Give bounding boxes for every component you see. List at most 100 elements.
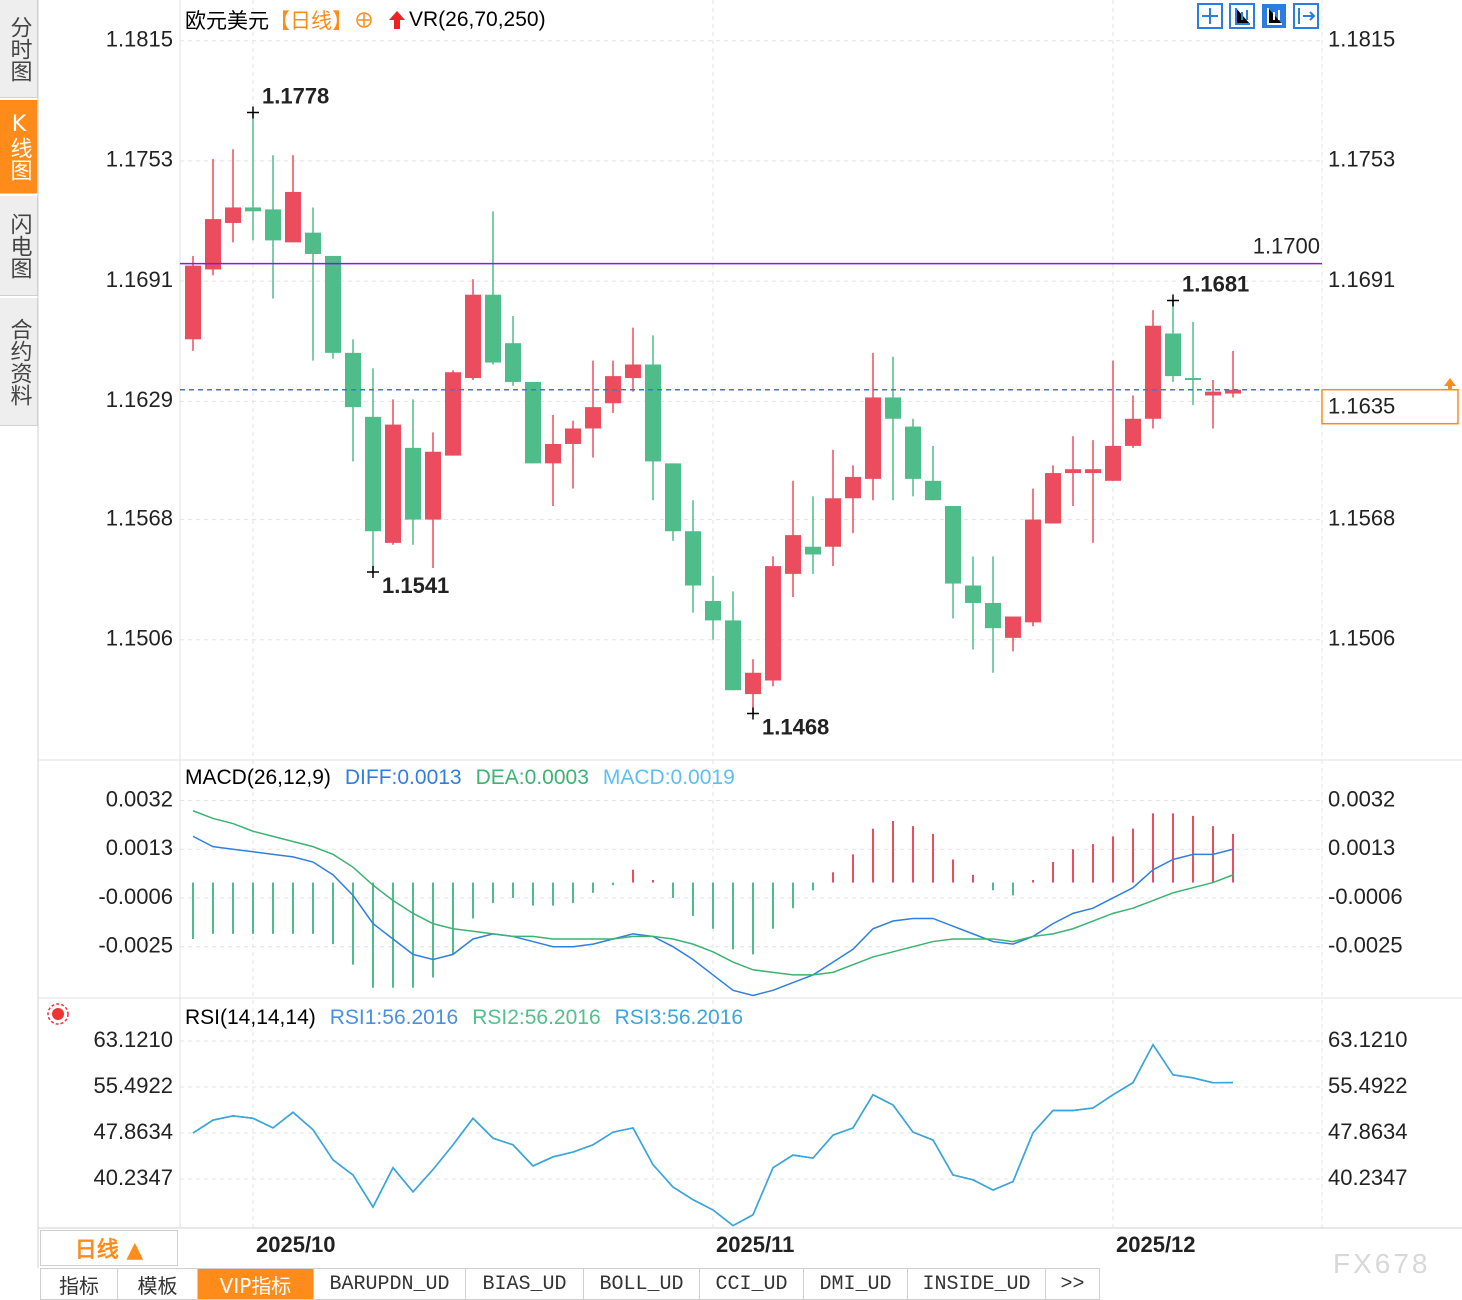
candle-body — [225, 207, 241, 223]
series-line — [192, 1043, 1234, 1227]
candle-body — [405, 447, 421, 520]
rsi-header: RSI(14,14,14) RSI1:56.2016 RSI2:56.2016 RS… — [185, 1006, 743, 1030]
x-tick-label: 2025/12 — [1116, 1232, 1196, 1257]
y-tick-label-right: 1.1691 — [1328, 267, 1395, 292]
legend-entry: RSI3:56.2016 — [614, 1006, 744, 1029]
period[interactable]: 【日线】 — [269, 10, 353, 33]
y-tick-label-right: 1.1815 — [1328, 27, 1395, 52]
candle-body — [665, 463, 681, 532]
sidebar-tab[interactable]: 闪电图 — [0, 196, 38, 296]
tool-icon-glyph — [1202, 8, 1218, 24]
extreme-label: 1.1681 — [1182, 271, 1249, 296]
candle-body — [1205, 391, 1221, 396]
y-tick-label: -0.0006 — [98, 884, 173, 909]
y-tick-label: 1.1815 — [106, 27, 173, 52]
symbol: 欧元美元 — [185, 10, 269, 33]
candle-body — [905, 426, 921, 479]
macd-header: MACD(26,12,9) DIFF:0.0013 DEA:0.0003 MACD:… — [185, 766, 735, 790]
legend-entry: DEA:0.0003 — [475, 766, 589, 789]
candle-body — [1005, 616, 1021, 638]
candle-body — [285, 191, 301, 243]
candle-body — [465, 294, 481, 379]
x-tick-label: 2025/10 — [256, 1232, 336, 1257]
tool-icon[interactable] — [1293, 3, 1319, 29]
tool-icon-glyph — [1267, 8, 1282, 25]
y-tick-label: 1.1506 — [106, 626, 173, 651]
candle-body — [525, 381, 541, 464]
series-line — [192, 1043, 1234, 1227]
settings-icon-core — [52, 1008, 64, 1020]
candle-body — [1125, 418, 1141, 446]
tab[interactable]: DMI_UD — [804, 1268, 908, 1300]
price-header: 欧元美元 【日线】 VR(26,70,250) — [185, 5, 546, 35]
sidebar-tab[interactable]: 分时图 — [0, 0, 38, 98]
indicator[interactable]: VR(26,70,250) — [409, 8, 546, 31]
y-tick-label: 1.1691 — [106, 267, 173, 292]
tool-icon[interactable] — [1229, 3, 1255, 29]
y-tick-label-right: 1.1568 — [1328, 505, 1395, 530]
candle-body — [245, 207, 261, 212]
extreme-label: 1.1541 — [382, 573, 449, 598]
extreme-marker — [1167, 294, 1179, 307]
sidebar-tab[interactable]: 合约资料 — [0, 298, 38, 426]
legend-entry: RSI1:56.2016 — [329, 1006, 459, 1029]
tab[interactable]: BOLL_UD — [584, 1268, 700, 1300]
tab[interactable]: CCI_UD — [700, 1268, 804, 1300]
tool-icon[interactable] — [1197, 3, 1223, 29]
extreme-marker — [747, 707, 759, 720]
last-price-box — [1321, 388, 1459, 425]
candle-body — [925, 480, 941, 501]
sidebar-tab[interactable]: K线图 — [0, 100, 38, 194]
candle-body — [365, 416, 381, 532]
candle-body — [745, 672, 761, 695]
settings-icon-ring — [47, 1003, 69, 1025]
tab[interactable]: VIP指标 — [198, 1268, 314, 1300]
y-tick-label: 47.8634 — [93, 1119, 173, 1144]
y-tick-label-right: 0.0032 — [1328, 786, 1395, 811]
candle-body — [545, 443, 561, 464]
candle-body — [1185, 378, 1201, 380]
settings-icon[interactable] — [47, 1003, 69, 1025]
candle-body — [1165, 333, 1181, 377]
candle-body — [565, 428, 581, 444]
tab[interactable]: BIAS_UD — [466, 1268, 584, 1300]
y-tick-label: 0.0032 — [106, 786, 173, 811]
candle-body — [645, 364, 661, 462]
candle-body — [1105, 445, 1121, 481]
candle-body — [185, 265, 201, 340]
candle-body — [945, 506, 961, 584]
legend-entry: MACD:0.0019 — [602, 766, 735, 789]
candle-body — [1045, 473, 1061, 524]
candle-body — [725, 620, 741, 691]
y-tick-label-right: 55.4922 — [1328, 1073, 1408, 1098]
indicator-arrow[interactable] — [387, 9, 407, 31]
tab[interactable]: INSIDE_UD — [908, 1268, 1046, 1300]
candle-body — [385, 424, 401, 543]
tab[interactable]: >> — [1046, 1268, 1100, 1300]
rsi-title: RSI(14,14,14) — [185, 1006, 316, 1029]
candle-body — [765, 566, 781, 681]
candle-body — [885, 397, 901, 419]
tab[interactable]: 指标 — [40, 1268, 118, 1300]
y-tick-label: 63.1210 — [93, 1027, 173, 1052]
extreme-label: 1.1468 — [762, 714, 829, 739]
candle-body — [805, 546, 821, 555]
toolbar — [1197, 3, 1319, 29]
candle-body — [265, 209, 281, 241]
y-tick-label: -0.0025 — [98, 933, 173, 958]
candle-body — [1085, 469, 1101, 474]
reference-label: 1.1700 — [1253, 233, 1320, 258]
last-price-label: 1.1635 — [1328, 394, 1395, 419]
tool-icon-glyph — [1235, 8, 1250, 25]
add-icon[interactable] — [355, 11, 373, 29]
candle-body — [1225, 389, 1241, 394]
candle-body — [865, 397, 881, 479]
candle-body — [325, 255, 341, 353]
watermark: FX678 — [1333, 1248, 1431, 1279]
tab[interactable]: 模板 — [118, 1268, 198, 1300]
candle-body — [985, 602, 1001, 629]
period-button[interactable]: 日线 ▲ — [40, 1230, 178, 1266]
tab[interactable]: BARUPDN_UD — [314, 1268, 466, 1300]
